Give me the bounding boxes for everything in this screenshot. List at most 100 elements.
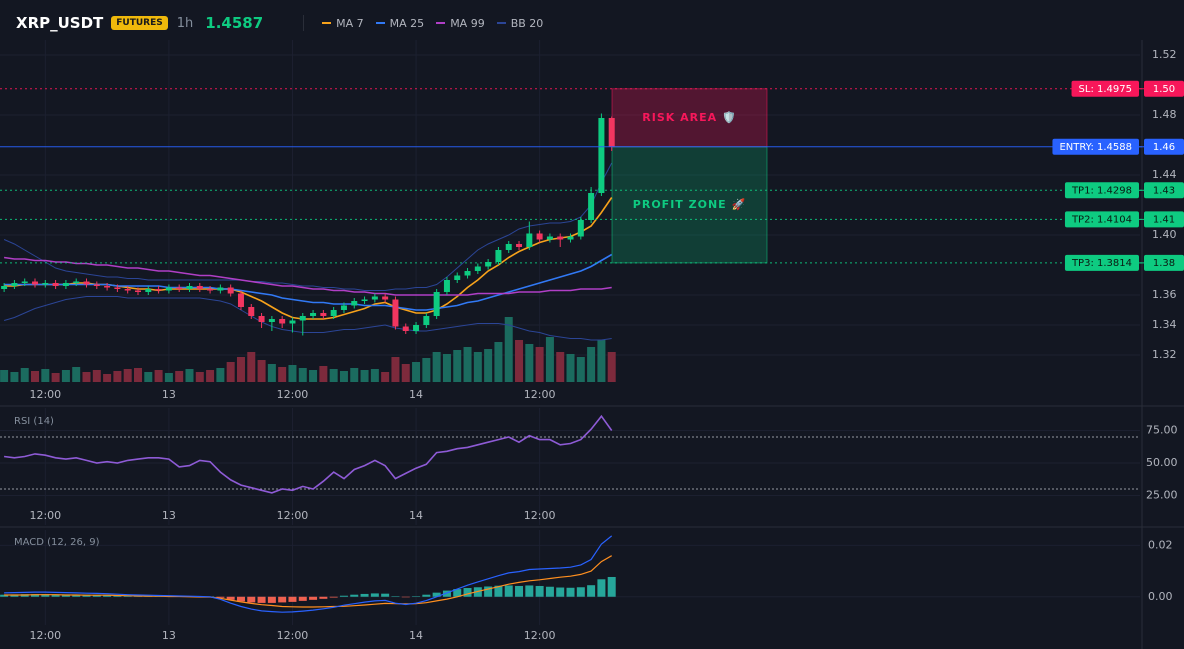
legend-swatch bbox=[375, 22, 385, 24]
volume-bar bbox=[484, 349, 493, 382]
axis-price-label: 1.50 bbox=[1153, 84, 1175, 95]
legend-label: MA 99 bbox=[450, 16, 485, 30]
macd-histogram-bar bbox=[31, 594, 40, 597]
axis-label-box bbox=[1144, 138, 1184, 155]
volume-bar bbox=[236, 357, 245, 382]
y-tick-label: 1.40 bbox=[1152, 228, 1177, 241]
volume-bar bbox=[391, 357, 400, 382]
market-badge: FUTURES bbox=[111, 16, 168, 30]
y-tick-label: 0.00 bbox=[1148, 590, 1173, 603]
legend-label: MA 7 bbox=[336, 16, 364, 30]
volume-bar bbox=[267, 364, 276, 382]
volume-bar bbox=[20, 368, 29, 382]
volume-bar bbox=[175, 371, 184, 382]
level-label: ENTRY: 1.4588 bbox=[1059, 142, 1132, 153]
volume-bar bbox=[339, 371, 348, 382]
volume-bar bbox=[319, 366, 328, 382]
candle-body bbox=[402, 326, 409, 331]
x-tick-label: 12:00 bbox=[277, 629, 309, 642]
volume-bar bbox=[41, 369, 50, 382]
candle-body bbox=[516, 244, 523, 247]
macd-histogram-bar bbox=[257, 596, 266, 603]
level-label: SL: 1.4975 bbox=[1079, 84, 1132, 95]
macd-histogram-bar bbox=[504, 585, 513, 597]
macd-histogram-bar bbox=[92, 594, 101, 597]
axis-label-box bbox=[1144, 211, 1184, 228]
volume-bar bbox=[504, 317, 513, 382]
legend-item: BB 20 bbox=[496, 17, 543, 30]
candle-body bbox=[83, 281, 90, 285]
macd-histogram-bar bbox=[401, 596, 410, 598]
volume-bar bbox=[525, 344, 534, 382]
volume-bar bbox=[154, 370, 163, 382]
macd-histogram-bar bbox=[597, 579, 606, 597]
volume-bar bbox=[463, 347, 472, 382]
volume-bar bbox=[164, 373, 173, 382]
volume-bar bbox=[61, 370, 70, 382]
macd-histogram-bar bbox=[113, 595, 122, 597]
macd-histogram-bar bbox=[339, 595, 348, 597]
candle-body bbox=[1, 286, 8, 289]
x-tick-label: 12:00 bbox=[524, 629, 556, 642]
volume-bar bbox=[329, 369, 338, 382]
macd-histogram-bar bbox=[545, 586, 554, 597]
candle-body bbox=[608, 118, 615, 147]
axis-price-label: 1.41 bbox=[1153, 214, 1175, 225]
volume-bar bbox=[113, 371, 122, 382]
candle-body bbox=[52, 283, 59, 286]
level-label: TP1: 1.4298 bbox=[1071, 185, 1132, 196]
volume-bar bbox=[144, 372, 153, 382]
macd-histogram-bar bbox=[278, 596, 287, 603]
volume-bar bbox=[103, 374, 112, 382]
candle-body bbox=[289, 320, 296, 324]
level-label-box bbox=[1052, 138, 1139, 155]
candle-body bbox=[11, 283, 18, 286]
y-tick-label: 1.52 bbox=[1152, 48, 1177, 61]
legend-item: MA 99 bbox=[436, 17, 485, 30]
macd-histogram-bar bbox=[525, 585, 534, 597]
candle-body bbox=[413, 325, 420, 331]
volume-bar bbox=[412, 362, 421, 382]
candle-body bbox=[21, 281, 28, 283]
x-tick-label: 14 bbox=[409, 509, 423, 522]
x-tick-label: 14 bbox=[409, 388, 423, 401]
macd-histogram-bar bbox=[236, 596, 245, 602]
candle-body bbox=[423, 316, 430, 325]
macd-histogram-bar bbox=[309, 596, 318, 600]
candle-body bbox=[299, 316, 306, 321]
volume-bar bbox=[381, 372, 390, 382]
volume-bar bbox=[298, 368, 307, 382]
candle-body bbox=[237, 293, 244, 307]
macd-histogram-bar bbox=[463, 588, 472, 597]
volume-bar bbox=[566, 354, 575, 382]
candle-body bbox=[258, 316, 265, 322]
x-tick-label: 13 bbox=[162, 388, 176, 401]
zone-label: RISK AREA 🛡️ bbox=[642, 111, 736, 124]
volume-bar bbox=[123, 369, 132, 382]
volume-bar bbox=[401, 364, 410, 382]
panel-title: MACD (12, 26, 9) bbox=[14, 537, 100, 548]
x-tick-label: 12:00 bbox=[29, 509, 61, 522]
candle-body bbox=[320, 313, 327, 316]
candle-body bbox=[310, 313, 317, 316]
macd-histogram-bar bbox=[216, 596, 225, 598]
candle-body bbox=[433, 292, 440, 316]
bollinger-upper bbox=[3, 162, 613, 291]
panel-title: RSI (14) bbox=[14, 416, 54, 427]
y-tick-label: 1.32 bbox=[1152, 348, 1177, 361]
candle-body bbox=[351, 301, 358, 306]
macd-histogram-bar bbox=[319, 596, 328, 599]
candle-body bbox=[557, 236, 564, 240]
macd-histogram-bar bbox=[288, 596, 297, 602]
candle-body bbox=[134, 290, 141, 292]
level-label-box bbox=[1064, 211, 1139, 228]
y-tick-label: 1.36 bbox=[1152, 288, 1177, 301]
volume-bar bbox=[422, 358, 431, 382]
candle-body bbox=[382, 296, 389, 300]
interval[interactable]: 1h bbox=[176, 15, 194, 31]
candle-body bbox=[186, 286, 193, 289]
volume-bar bbox=[288, 365, 297, 382]
volume-bar bbox=[432, 352, 441, 382]
x-tick-label: 12:00 bbox=[277, 388, 309, 401]
